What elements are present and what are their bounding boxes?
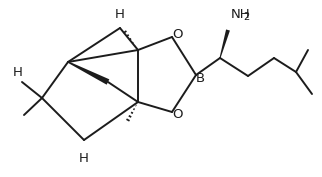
Text: H: H	[79, 152, 89, 164]
Text: O: O	[173, 109, 183, 121]
Text: O: O	[173, 27, 183, 41]
Text: NH: NH	[231, 7, 251, 21]
Text: B: B	[195, 72, 204, 84]
Text: H: H	[115, 7, 125, 21]
Text: 2: 2	[243, 12, 250, 22]
Polygon shape	[68, 61, 109, 85]
Text: H: H	[13, 65, 23, 79]
Polygon shape	[220, 29, 230, 58]
